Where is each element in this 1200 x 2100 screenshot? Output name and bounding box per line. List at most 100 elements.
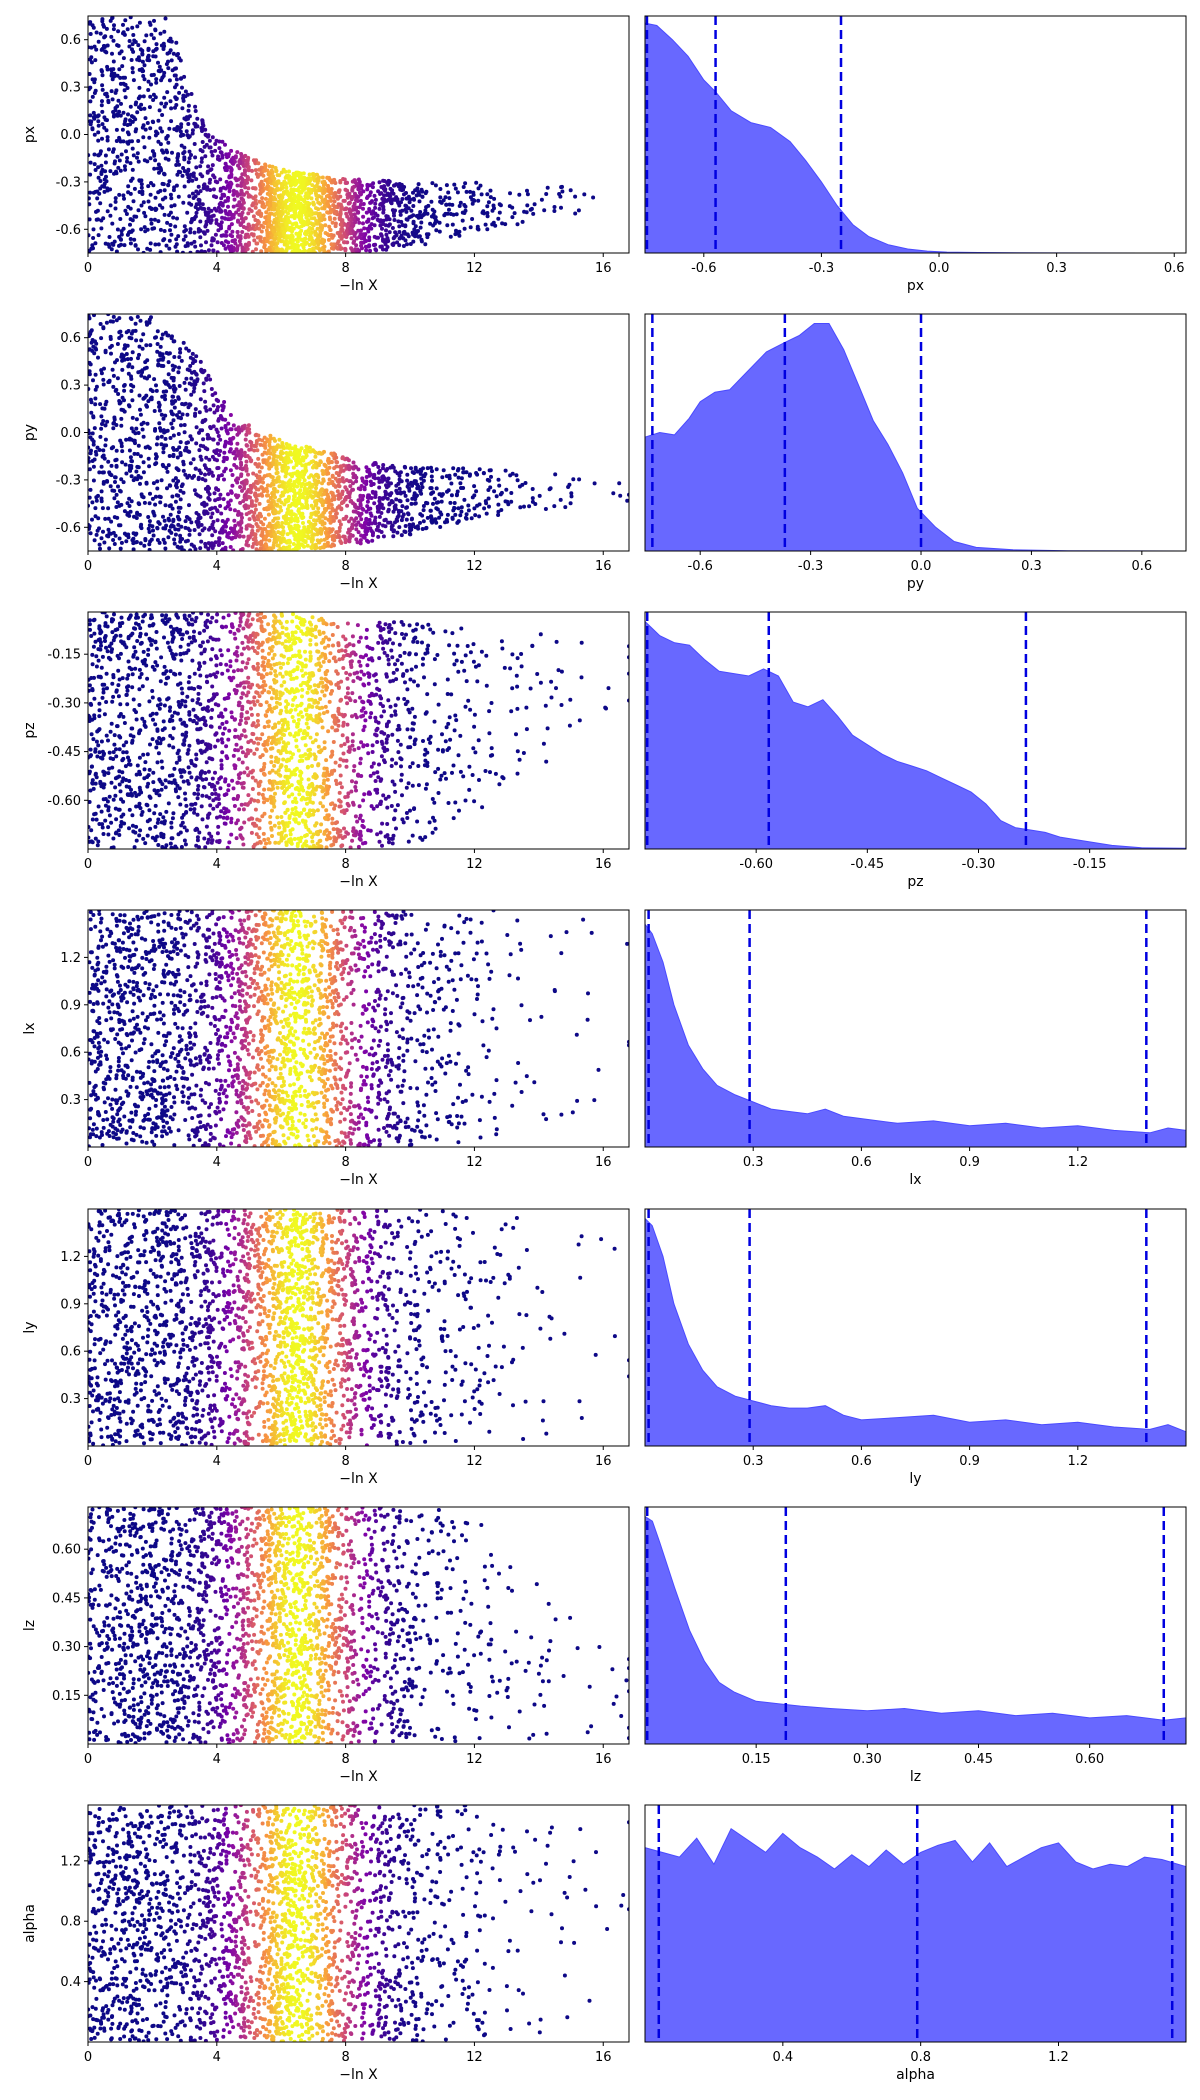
scatter-point	[119, 540, 124, 545]
scatter-point	[284, 199, 289, 203]
scatter-point	[93, 387, 98, 392]
scatter-point	[508, 191, 512, 196]
scatter-point	[416, 182, 421, 187]
scatter-point	[132, 451, 137, 456]
scatter-point	[122, 164, 127, 169]
scatter-point	[167, 179, 172, 184]
scatter-point	[293, 182, 298, 186]
scatter-point	[270, 164, 275, 169]
scatter-point	[159, 68, 164, 73]
scatter-point	[218, 177, 223, 182]
scatter-point	[357, 220, 362, 225]
scatter-point	[135, 155, 139, 160]
scatter-point	[447, 207, 451, 212]
scatter-point	[263, 440, 268, 445]
scatter-point	[417, 192, 422, 197]
scatter-point	[169, 39, 174, 44]
scatter-point	[251, 196, 256, 200]
scatter-point	[91, 378, 95, 383]
scatter-point	[201, 437, 206, 442]
scatter-point	[359, 517, 364, 522]
scatter-point	[105, 479, 109, 483]
scatter-point	[129, 389, 134, 393]
scatter-point	[186, 160, 191, 165]
scatter-point	[328, 520, 333, 525]
scatter-point	[246, 222, 251, 227]
scatter-point	[192, 121, 197, 126]
scatter-point	[431, 501, 435, 506]
scatter-point	[293, 545, 298, 550]
scatter-point	[181, 166, 186, 170]
scatter-point	[367, 238, 372, 243]
scatter-point	[337, 519, 342, 524]
scatter-point	[416, 484, 421, 489]
scatter-point	[90, 517, 94, 522]
scatter-point	[106, 527, 111, 532]
scatter-point	[135, 110, 140, 115]
scatter-point	[261, 527, 266, 532]
scatter-point	[381, 210, 386, 215]
scatter-point	[352, 519, 357, 523]
scatter-point	[386, 476, 391, 481]
scatter-point	[146, 515, 151, 519]
scatter-point	[405, 217, 410, 222]
scatter-point	[304, 212, 308, 217]
scatter-point	[322, 449, 326, 454]
scatter-point	[108, 484, 113, 489]
scatter-point	[449, 481, 454, 486]
scatter-point	[268, 179, 273, 184]
scatter-point	[328, 217, 333, 222]
scatter-point	[143, 360, 148, 365]
scatter-point	[510, 205, 515, 210]
scatter-point	[164, 466, 169, 470]
scatter-point	[369, 222, 374, 227]
scatter-point	[253, 205, 258, 210]
scatter-point	[377, 206, 382, 211]
scatter-point	[130, 176, 135, 181]
scatter-point	[223, 239, 228, 244]
scatter-point	[100, 83, 105, 88]
scatter-point	[411, 204, 416, 208]
scatter-point	[145, 121, 150, 125]
scatter-point	[485, 204, 490, 209]
scatter-point	[171, 376, 176, 380]
scatter-point	[271, 174, 275, 179]
scatter-point	[120, 395, 125, 400]
scatter-point	[302, 219, 306, 224]
scatter-point	[112, 488, 117, 493]
scatter-point	[157, 64, 162, 69]
scatter-point	[231, 451, 236, 456]
scatter-point	[192, 488, 197, 493]
scatter-point	[462, 211, 467, 215]
scatter-point	[386, 507, 391, 512]
scatter-point	[481, 471, 486, 476]
scatter-point	[99, 426, 104, 431]
scatter-point	[103, 423, 108, 428]
scatter-point	[243, 185, 248, 190]
scatter-point	[218, 504, 223, 508]
scatter-point	[109, 71, 114, 76]
scatter-point	[496, 513, 501, 517]
scatter-point	[249, 509, 254, 514]
scatter-point	[275, 489, 280, 494]
scatter-point	[131, 199, 136, 204]
scatter-point	[129, 374, 133, 379]
scatter-point	[115, 376, 120, 381]
scatter-point	[262, 516, 267, 521]
scatter-point	[190, 128, 195, 133]
scatter-point	[203, 486, 208, 491]
scatter-point	[257, 167, 262, 172]
scatter-point	[464, 470, 469, 475]
scatter-point	[172, 355, 177, 359]
scatter-point	[117, 399, 122, 403]
scatter-point	[405, 478, 410, 483]
scatter-point	[309, 545, 314, 550]
scatter-point	[468, 189, 473, 194]
scatter-point	[347, 536, 352, 541]
scatter-point	[193, 547, 198, 551]
scatter-point	[134, 100, 139, 105]
scatter-point	[128, 241, 133, 246]
scatter-point	[252, 448, 257, 453]
scatter-point	[105, 138, 110, 143]
scatter-point	[120, 367, 125, 372]
